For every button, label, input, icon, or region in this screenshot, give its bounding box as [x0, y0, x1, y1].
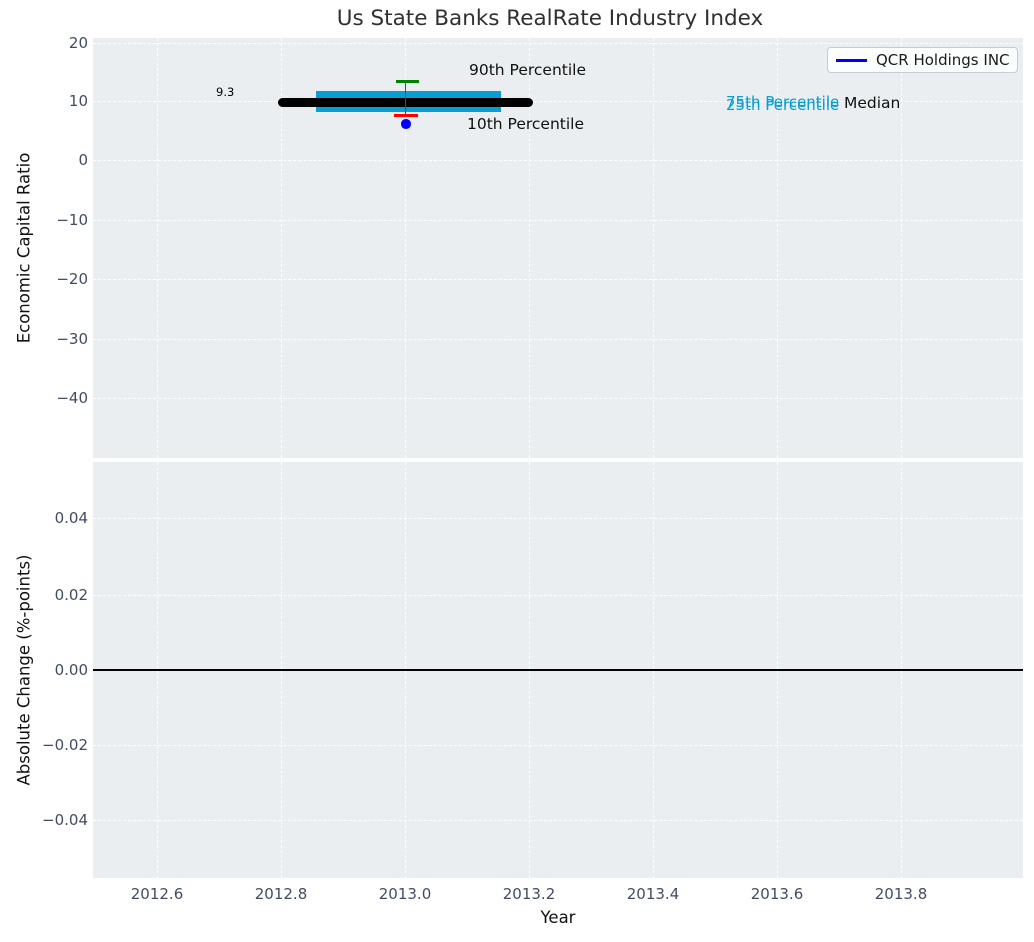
ytick-label: 0.00 [54, 661, 88, 679]
legend-label: QCR Holdings INC [876, 51, 1010, 69]
median-value-annotation: 9.3 [216, 85, 235, 99]
ytick-label: −0.02 [42, 736, 88, 754]
y-axis-label-top: Economic Capital Ratio [14, 152, 34, 344]
ytick-label: 0 [78, 151, 88, 169]
ytick-label: 0.04 [54, 509, 88, 527]
xtick-label: 2013.8 [874, 885, 928, 903]
p75-annotation: 75th Percentile [726, 93, 840, 111]
gridline-h [93, 518, 1023, 519]
gridline-h [93, 160, 1023, 161]
p10-marker [394, 114, 418, 118]
xtick-label: 2012.6 [130, 885, 184, 903]
bottom-axes [93, 462, 1023, 878]
zero-reference-line [93, 669, 1023, 671]
gridline-v [281, 38, 282, 458]
gridline-h [93, 398, 1023, 399]
ytick-label: −10 [56, 211, 88, 229]
gridline-h [93, 43, 1023, 44]
gridline-v [653, 38, 654, 458]
xtick-label: 2013.0 [378, 885, 432, 903]
x-axis-label: Year [540, 908, 576, 927]
xtick-label: 2013.6 [750, 885, 804, 903]
gridline-h [93, 220, 1023, 221]
gridline-v [157, 38, 158, 458]
ytick-label: −40 [56, 389, 88, 407]
ytick-label: −20 [56, 270, 88, 288]
top-axes [93, 38, 1023, 458]
company-data-point [401, 119, 411, 129]
p90-marker [396, 80, 419, 84]
xtick-label: 2012.8 [254, 885, 308, 903]
p10-annotation: 10th Percentile [467, 115, 585, 133]
gridline-h [93, 101, 1023, 102]
p90-annotation: 90th Percentile [469, 61, 587, 79]
ytick-label: −0.04 [42, 811, 88, 829]
chart-title: Us State Banks RealRate Industry Index [336, 6, 764, 31]
legend: QCR Holdings INC [827, 47, 1018, 73]
gridline-h [93, 339, 1023, 340]
gridline-h [93, 820, 1023, 821]
gridline-v [405, 38, 406, 458]
xtick-label: 2013.4 [626, 885, 680, 903]
gridline-v [529, 38, 530, 458]
gridline-v [777, 38, 778, 458]
legend-line-swatch [836, 58, 867, 62]
median-annotation: Median [844, 94, 901, 112]
ytick-label: −30 [56, 330, 88, 348]
p25-annotation: 25th Percentile [726, 96, 840, 114]
xtick-label: 2013.2 [502, 885, 556, 903]
ytick-label: 20 [68, 34, 88, 52]
gridline-v [901, 38, 902, 458]
gridline-h [93, 279, 1023, 280]
gridline-h [93, 595, 1023, 596]
gridline-h [93, 745, 1023, 746]
percentile-whisker [405, 81, 407, 116]
ytick-label: 0.02 [54, 586, 88, 604]
ytick-label: 10 [68, 92, 88, 110]
y-axis-label-bottom: Absolute Change (%-points) [14, 554, 34, 786]
